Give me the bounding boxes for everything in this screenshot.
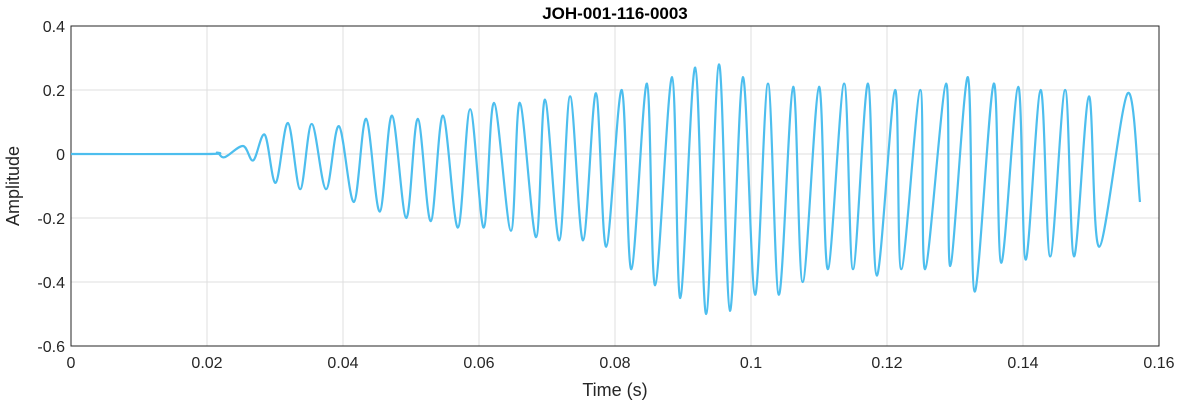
y-tick-label: -0.4 [37,275,65,292]
x-tick-label: 0 [67,355,76,372]
tick-labels: 0 0.02 0.04 0.06 0.08 0.1 0.12 0.14 0.160.40.20-… [37,19,1174,372]
y-axis-label: Amplitude [3,146,23,226]
y-tick-label: 0.2 [43,83,65,100]
plot-area-border [70,25,1160,347]
y-tick-label: -0.2 [37,211,65,228]
x-axis-label: Time (s) [582,380,647,400]
y-tick-label: 0 [56,147,65,164]
chart-title: JOH-001-116-0003 [542,4,688,23]
x-tick-label: 0.16 [1143,355,1174,372]
series-line-amplitude [70,63,1142,316]
x-tick-label: 0.02 [191,355,222,372]
grid [70,25,1160,347]
x-tick-label: 0.06 [463,355,494,372]
x-tick-label: 0.04 [327,355,358,372]
y-tick-label: 0.4 [43,19,65,36]
x-tick-label: 0.12 [871,355,902,372]
x-tick-label: 0.14 [1007,355,1038,372]
y-tick-label: -0.6 [37,339,65,356]
x-tick-label: 0.1 [740,355,762,372]
x-tick-label: 0.08 [599,355,630,372]
